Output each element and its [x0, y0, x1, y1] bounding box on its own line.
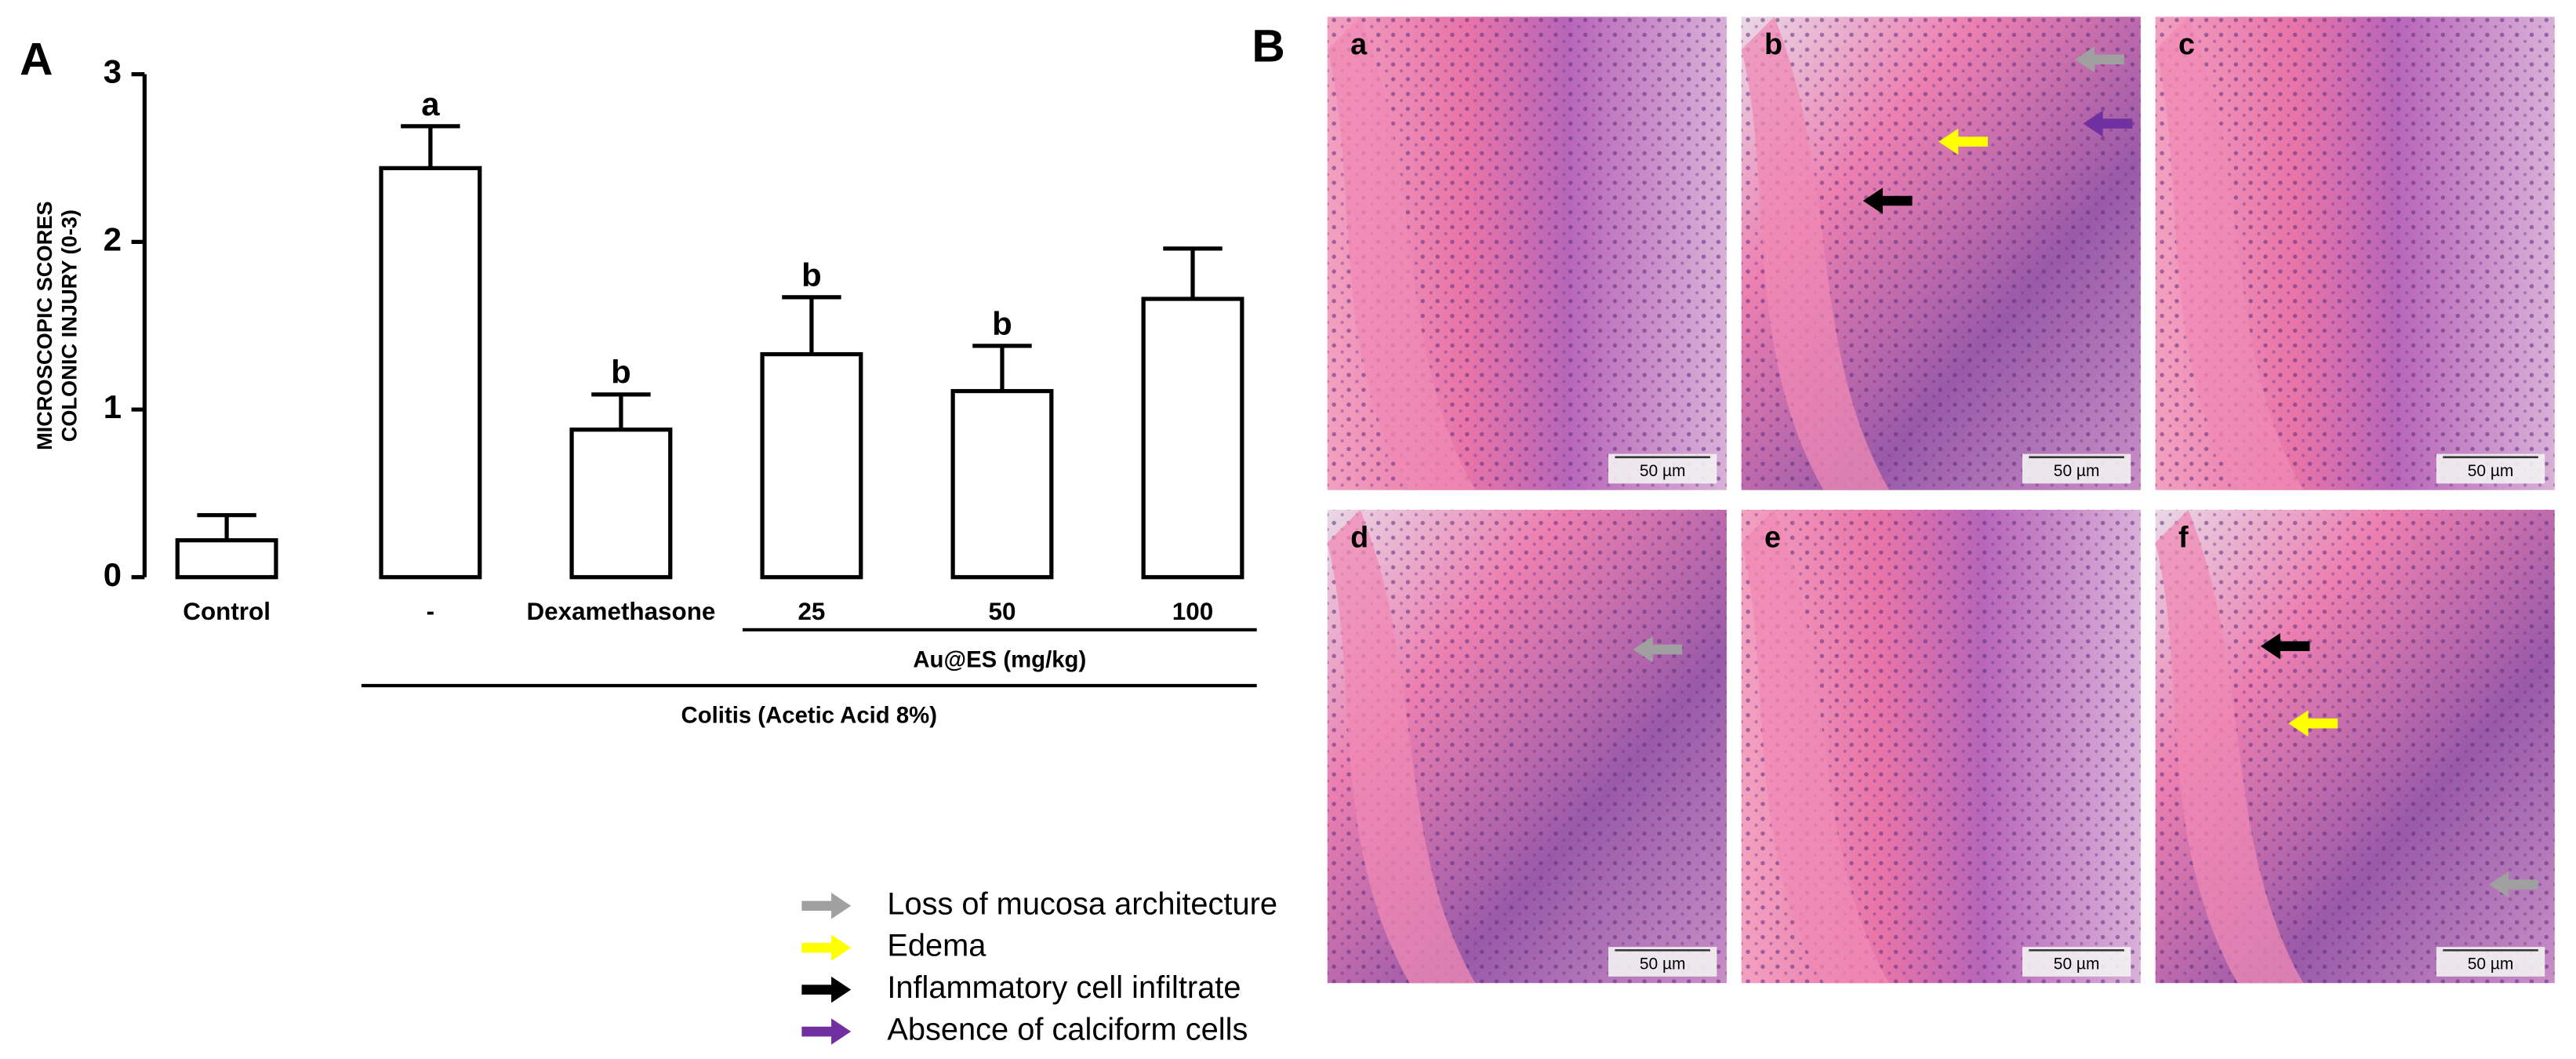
y-tick-label: 2: [104, 220, 122, 257]
panel-label: e: [1764, 521, 1781, 554]
legend-label: Edema: [887, 929, 986, 963]
legend-arrow: [801, 893, 852, 919]
scale-bar-box: [1608, 947, 1717, 977]
legend-arrow: [801, 1018, 852, 1045]
scale-bar-box: [1608, 453, 1717, 484]
panel-label: f: [2178, 521, 2189, 554]
scale-bar-box: [2436, 947, 2545, 977]
panel-label: c: [2178, 27, 2195, 60]
significance-letter: b: [992, 305, 1012, 342]
tissue-band: [1741, 509, 1890, 984]
bar: [760, 351, 863, 580]
x-tick-label: -: [427, 598, 434, 625]
scale-bar-label: 50 µm: [2468, 955, 2514, 973]
legend-arrow: [801, 976, 852, 1003]
y-axis-label: MICROSCOPIC SCORES: [32, 201, 56, 450]
x-tick-label: Dexamethasone: [526, 598, 715, 625]
scale-bar-label: 50 µm: [2468, 462, 2514, 480]
significance-letter: b: [801, 257, 822, 293]
bar: [175, 538, 278, 580]
bar-chart: 0 1 2 3 MICROSCOPIC SCORES COLONIC INJURY (0-…: [32, 53, 1257, 729]
tissue-band: [1327, 16, 1476, 490]
scale-bar-label: 50 µm: [1640, 462, 1686, 480]
micrographs: a 50 µm b 50 µm c 50 µm d 50 µm e 50 µm f 50 µm: [1327, 16, 2555, 984]
significance-letter: a: [421, 86, 440, 122]
legend-label: Loss of mucosa architecture: [887, 886, 1277, 921]
scale-bar-box: [2022, 453, 2131, 484]
y-tick-label: 0: [104, 556, 122, 593]
bar: [379, 166, 482, 580]
x-tick-label: 25: [798, 598, 825, 625]
group-label: Colitis (Acetic Acid 8%): [681, 703, 937, 729]
scale-bar-box: [2436, 453, 2545, 484]
bar: [569, 428, 673, 580]
scale-bar-label: 50 µm: [2054, 462, 2100, 480]
tissue-band: [1327, 509, 1476, 984]
panel-letter: B: [1252, 21, 1284, 72]
scale-bar-label: 50 µm: [2054, 955, 2100, 973]
tissue-band: [2155, 16, 2304, 490]
tissue-band: [2155, 509, 2304, 984]
group-label: Au@ES (mg/kg): [913, 646, 1086, 672]
y-tick-label: 3: [104, 53, 122, 90]
tissue-band: [1741, 16, 1890, 490]
legend-arrow: [801, 934, 852, 961]
y-tick-label: 1: [104, 388, 122, 425]
x-tick-label: 50: [988, 598, 1016, 625]
y-axis-label: COLONIC INJURY (0-3): [56, 209, 81, 442]
panel-label: a: [1350, 27, 1368, 60]
panel-letter: A: [20, 35, 53, 86]
bar: [950, 388, 1054, 580]
legend-label: Absence of calciform cells: [887, 1013, 1248, 1047]
scale-bar-box: [2022, 947, 2131, 977]
bar: [1141, 297, 1244, 580]
panel-label: b: [1764, 27, 1782, 60]
x-tick-label: 100: [1172, 598, 1213, 625]
x-tick-label: Control: [183, 598, 271, 625]
panel-label: d: [1350, 521, 1368, 554]
significance-letter: b: [611, 354, 631, 391]
scale-bar-label: 50 µm: [1640, 955, 1686, 973]
legend: Loss of mucosa architecture Edema Inflamma…: [801, 886, 1277, 1047]
legend-label: Inflammatory cell infiltrate: [887, 970, 1241, 1005]
